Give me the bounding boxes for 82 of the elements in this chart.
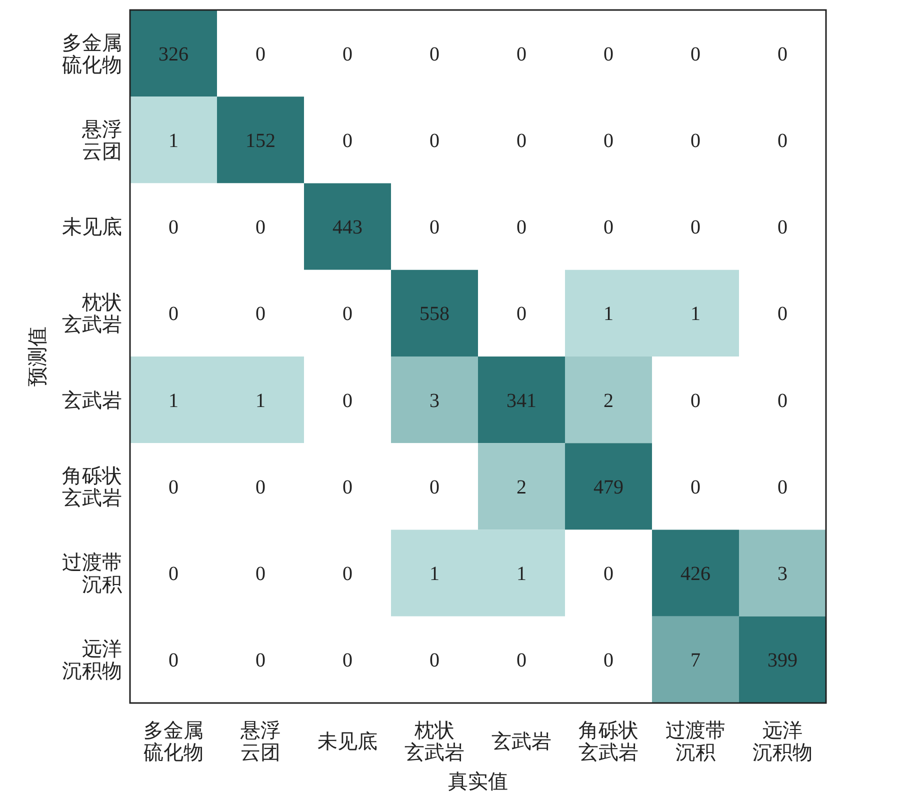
data-label: 0 (778, 130, 788, 152)
data-label: 0 (342, 563, 352, 586)
data-label: 3 (430, 390, 440, 412)
data-label: 3 (778, 563, 788, 586)
x-tick-label: 远洋沉积物 (752, 720, 812, 764)
data-label: 0 (256, 650, 266, 672)
y-tick-label: 未见底 (62, 216, 122, 239)
y-tick-label: 角砾状玄武岩 (62, 465, 122, 510)
data-label: 0 (778, 43, 788, 66)
data-label: 0 (168, 476, 178, 498)
data-label: 0 (690, 476, 700, 498)
data-label: 0 (256, 476, 266, 498)
data-label: 0 (430, 476, 440, 498)
x-tick-label: 角砾状玄武岩 (578, 720, 638, 764)
y-axis-title: 预测值 (27, 326, 49, 386)
data-label: 1 (430, 563, 440, 586)
data-label: 399 (768, 650, 798, 672)
data-label: 0 (430, 130, 440, 152)
x-axis-title: 真实值 (448, 771, 508, 793)
data-label: 479 (594, 476, 624, 498)
data-label: 0 (168, 563, 178, 586)
data-label: 341 (506, 390, 536, 412)
data-label: 0 (516, 130, 526, 152)
data-label: 0 (690, 130, 700, 152)
x-tick-label: 过渡带沉积 (666, 720, 726, 764)
data-label: 1 (256, 390, 266, 412)
data-label: 0 (256, 216, 266, 239)
data-label: 0 (778, 216, 788, 239)
y-tick-label: 悬浮云团 (81, 118, 122, 163)
data-label: 0 (168, 650, 178, 672)
data-label: 0 (604, 563, 614, 586)
data-label: 2 (604, 390, 614, 412)
data-label: 0 (516, 303, 526, 326)
data-label: 0 (430, 650, 440, 672)
data-label: 0 (342, 43, 352, 66)
data-label: 426 (680, 563, 710, 586)
data-label: 0 (690, 390, 700, 412)
data-label: 0 (604, 130, 614, 152)
data-label: 1 (168, 390, 178, 412)
data-label: 0 (690, 43, 700, 66)
data-label: 558 (420, 303, 450, 326)
data-label: 0 (430, 216, 440, 239)
data-label: 152 (246, 130, 276, 152)
x-tick-label: 未见底 (318, 731, 378, 753)
x-tick-label: 多金属硫化物 (144, 720, 204, 764)
y-tick-label: 枕状玄武岩 (62, 292, 122, 336)
data-label: 0 (778, 390, 788, 412)
data-label: 7 (690, 650, 700, 672)
data-label: 0 (342, 303, 352, 326)
data-label: 0 (778, 476, 788, 498)
data-label: 0 (690, 216, 700, 239)
data-label: 0 (256, 563, 266, 586)
data-label: 1 (690, 303, 700, 326)
y-tick-label: 过渡带沉积 (62, 552, 122, 596)
data-label: 326 (158, 43, 188, 66)
data-label: 0 (430, 43, 440, 66)
data-label: 2 (516, 476, 526, 498)
y-tick-label: 多金属硫化物 (62, 32, 122, 76)
data-label: 0 (604, 216, 614, 239)
data-label: 1 (168, 130, 178, 152)
y-tick-label: 远洋沉积物 (62, 638, 122, 683)
data-label: 0 (778, 303, 788, 326)
data-label: 0 (342, 650, 352, 672)
x-tick-label: 枕状玄武岩 (404, 720, 464, 764)
x-tick-label: 玄武岩 (492, 731, 552, 753)
data-label: 443 (332, 216, 362, 239)
data-label: 0 (516, 216, 526, 239)
y-tick-label: 玄武岩 (62, 390, 122, 412)
data-label: 0 (168, 216, 178, 239)
data-label: 1 (604, 303, 614, 326)
x-tick-label: 悬浮云团 (240, 720, 280, 764)
data-label: 0 (342, 130, 352, 152)
data-label: 1 (516, 563, 526, 586)
data-label: 0 (604, 43, 614, 66)
data-label: 0 (256, 303, 266, 326)
data-label: 0 (168, 303, 178, 326)
data-label: 0 (342, 476, 352, 498)
data-label: 0 (516, 43, 526, 66)
data-label: 0 (342, 390, 352, 412)
data-label: 0 (516, 650, 526, 672)
data-label: 0 (256, 43, 266, 66)
data-label: 0 (604, 650, 614, 672)
